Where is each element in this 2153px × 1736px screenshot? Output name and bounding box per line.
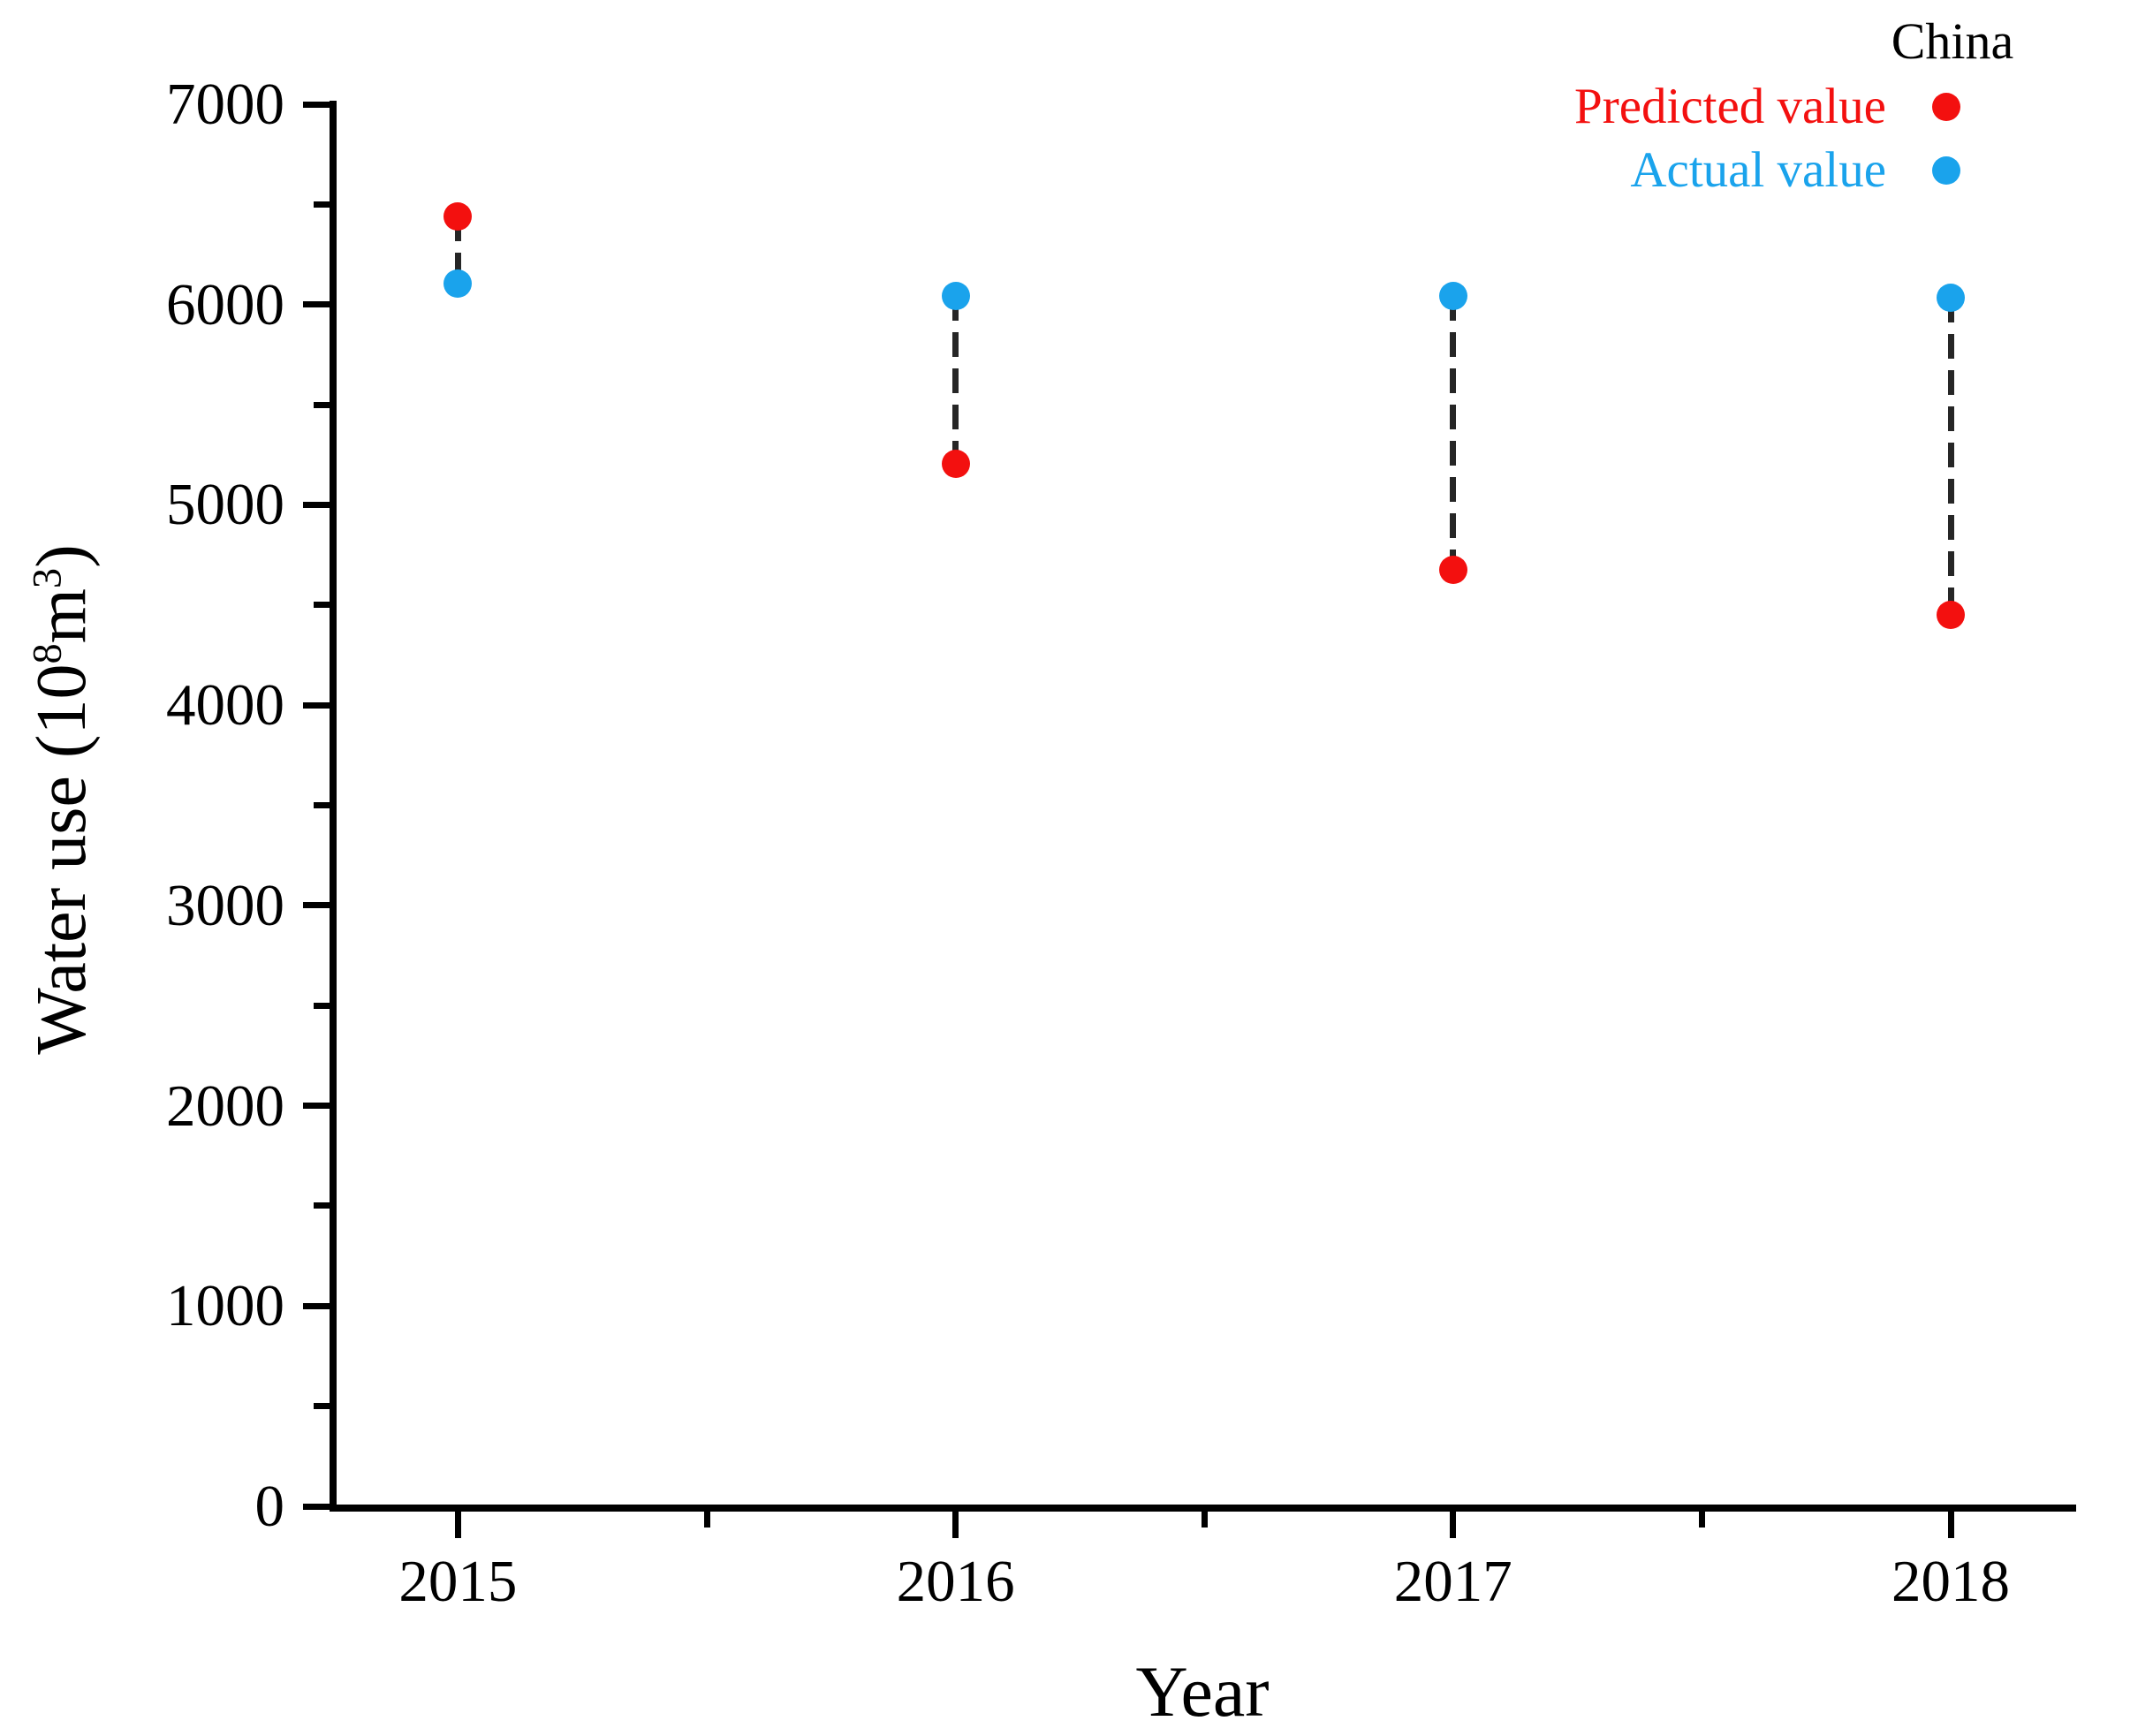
y-minor-tick bbox=[314, 1202, 330, 1209]
x-tick-label: 2016 bbox=[896, 1549, 1015, 1614]
x-axis-title: Year bbox=[1135, 1651, 1270, 1732]
y-major-tick bbox=[303, 701, 330, 709]
y-major-tick bbox=[303, 902, 330, 909]
y-axis-title-m: m bbox=[23, 588, 101, 644]
y-minor-tick bbox=[314, 802, 330, 808]
x-major-tick bbox=[1450, 1512, 1457, 1538]
y-major-tick bbox=[303, 301, 330, 308]
y-axis-line bbox=[330, 101, 337, 1512]
y-tick-label: 0 bbox=[254, 1474, 285, 1539]
legend-label-predicted: Predicted value bbox=[1574, 79, 1886, 134]
y-axis-title-sup8: 8 bbox=[25, 643, 71, 664]
y-tick-label: 1000 bbox=[166, 1273, 284, 1339]
y-axis-title-sup3: 3 bbox=[25, 567, 71, 589]
y-minor-tick bbox=[314, 602, 330, 609]
data-point-predicted-2016 bbox=[941, 449, 970, 478]
x-axis-line bbox=[330, 1505, 2076, 1512]
y-major-tick bbox=[303, 1503, 330, 1510]
legend-item-actual: Actual value bbox=[1502, 140, 1960, 201]
y-major-tick bbox=[303, 1103, 330, 1110]
data-point-actual-2018 bbox=[1937, 283, 1965, 312]
legend-marker-predicted-icon bbox=[1932, 93, 1960, 121]
y-tick-label: 5000 bbox=[166, 472, 284, 538]
y-axis-title-paren: ) bbox=[23, 544, 101, 568]
data-point-actual-2017 bbox=[1438, 281, 1467, 310]
x-minor-tick bbox=[1201, 1512, 1208, 1528]
connector-2015 bbox=[454, 216, 461, 284]
data-point-actual-2015 bbox=[443, 269, 473, 298]
data-point-predicted-2015 bbox=[443, 201, 473, 231]
x-minor-tick bbox=[703, 1512, 710, 1528]
y-tick-label: 3000 bbox=[166, 872, 284, 938]
y-minor-tick bbox=[314, 1002, 330, 1009]
legend-item-predicted: Predicted value bbox=[1502, 76, 1960, 138]
legend-label-actual: Actual value bbox=[1630, 142, 1886, 198]
y-axis-title-text: Water use (10 bbox=[23, 663, 101, 1055]
y-major-tick bbox=[303, 501, 330, 508]
y-minor-tick bbox=[314, 401, 330, 408]
connector-2017 bbox=[1450, 295, 1457, 571]
y-tick-label: 6000 bbox=[166, 271, 284, 337]
x-tick-label: 2017 bbox=[1393, 1549, 1512, 1614]
data-point-predicted-2018 bbox=[1937, 601, 1965, 630]
legend-title: China bbox=[1891, 12, 2014, 70]
x-tick-label: 2018 bbox=[1891, 1549, 2010, 1614]
y-axis-title: Water use (108m3) bbox=[21, 544, 102, 1055]
data-point-actual-2016 bbox=[941, 281, 970, 310]
data-point-predicted-2017 bbox=[1438, 556, 1467, 585]
x-tick-label: 2015 bbox=[398, 1549, 518, 1614]
y-tick-label: 2000 bbox=[166, 1073, 284, 1139]
y-minor-tick bbox=[314, 1403, 330, 1410]
connector-2016 bbox=[952, 295, 959, 464]
x-major-tick bbox=[1947, 1512, 1954, 1538]
y-major-tick bbox=[303, 101, 330, 108]
y-tick-label: 7000 bbox=[166, 72, 284, 137]
x-major-tick bbox=[952, 1512, 959, 1538]
y-tick-label: 4000 bbox=[166, 672, 284, 739]
y-major-tick bbox=[303, 1302, 330, 1309]
legend-marker-actual-icon bbox=[1932, 156, 1960, 185]
x-minor-tick bbox=[1698, 1512, 1705, 1528]
y-minor-tick bbox=[314, 201, 330, 208]
connector-2018 bbox=[1947, 297, 1954, 616]
x-major-tick bbox=[454, 1512, 461, 1538]
